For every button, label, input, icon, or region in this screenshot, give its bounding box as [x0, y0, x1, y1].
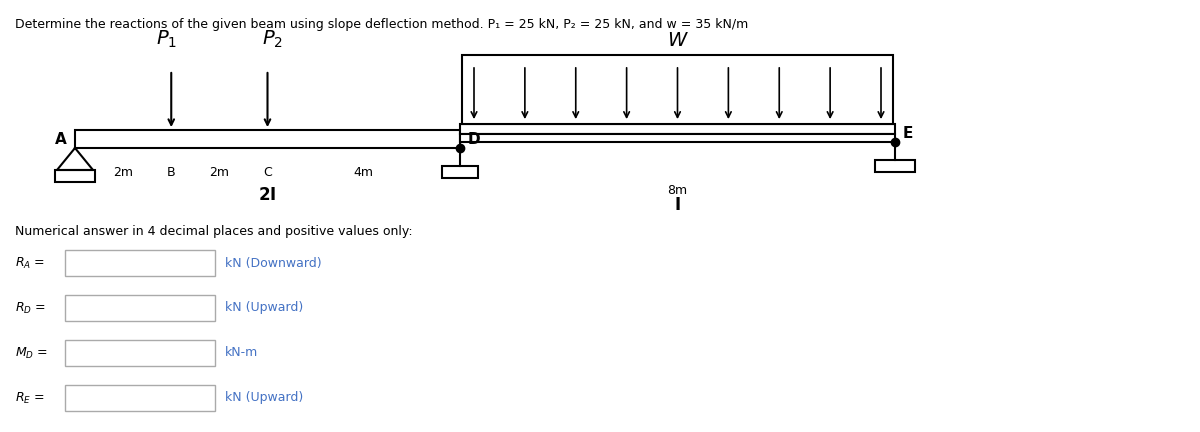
Text: kN (Downward): kN (Downward) [226, 257, 322, 270]
Text: 2m: 2m [113, 166, 133, 179]
Bar [460, 134, 895, 142]
Text: 4m: 4m [354, 166, 373, 179]
Bar [74, 130, 460, 148]
Bar [55, 170, 95, 182]
Bar [65, 295, 215, 321]
Text: $M_D$ =: $M_D$ = [14, 346, 48, 361]
Text: kN-m: kN-m [226, 346, 258, 359]
Text: kN (Upward): kN (Upward) [226, 391, 304, 404]
Text: D: D [468, 131, 481, 146]
Bar [460, 124, 895, 134]
Bar [65, 385, 215, 411]
Text: $\mathbf{I}$: $\mathbf{I}$ [674, 196, 680, 214]
Bar [65, 340, 215, 366]
Text: E: E [904, 126, 913, 140]
Text: $W$: $W$ [666, 31, 689, 50]
Text: Determine the reactions of the given beam using slope deflection method. P₁ = 25: Determine the reactions of the given bea… [14, 18, 749, 31]
Text: 2m: 2m [209, 166, 229, 179]
Bar [65, 250, 215, 276]
Text: kN (Upward): kN (Upward) [226, 302, 304, 314]
Bar [875, 160, 916, 172]
Text: $\mathbf{2I}$: $\mathbf{2I}$ [258, 186, 276, 204]
Text: $P_1$: $P_1$ [156, 29, 176, 50]
Bar [442, 166, 478, 178]
Bar [462, 55, 893, 124]
Text: $P_2$: $P_2$ [262, 29, 283, 50]
Text: $R_A$ =: $R_A$ = [14, 255, 46, 270]
Text: C: C [263, 166, 272, 179]
Text: $R_E$ =: $R_E$ = [14, 391, 44, 406]
Text: Numerical answer in 4 decimal places and positive values only:: Numerical answer in 4 decimal places and… [14, 225, 413, 238]
Text: $R_D$ =: $R_D$ = [14, 300, 46, 315]
Text: A: A [55, 131, 67, 146]
Text: 8m: 8m [667, 184, 688, 197]
Text: B: B [167, 166, 175, 179]
